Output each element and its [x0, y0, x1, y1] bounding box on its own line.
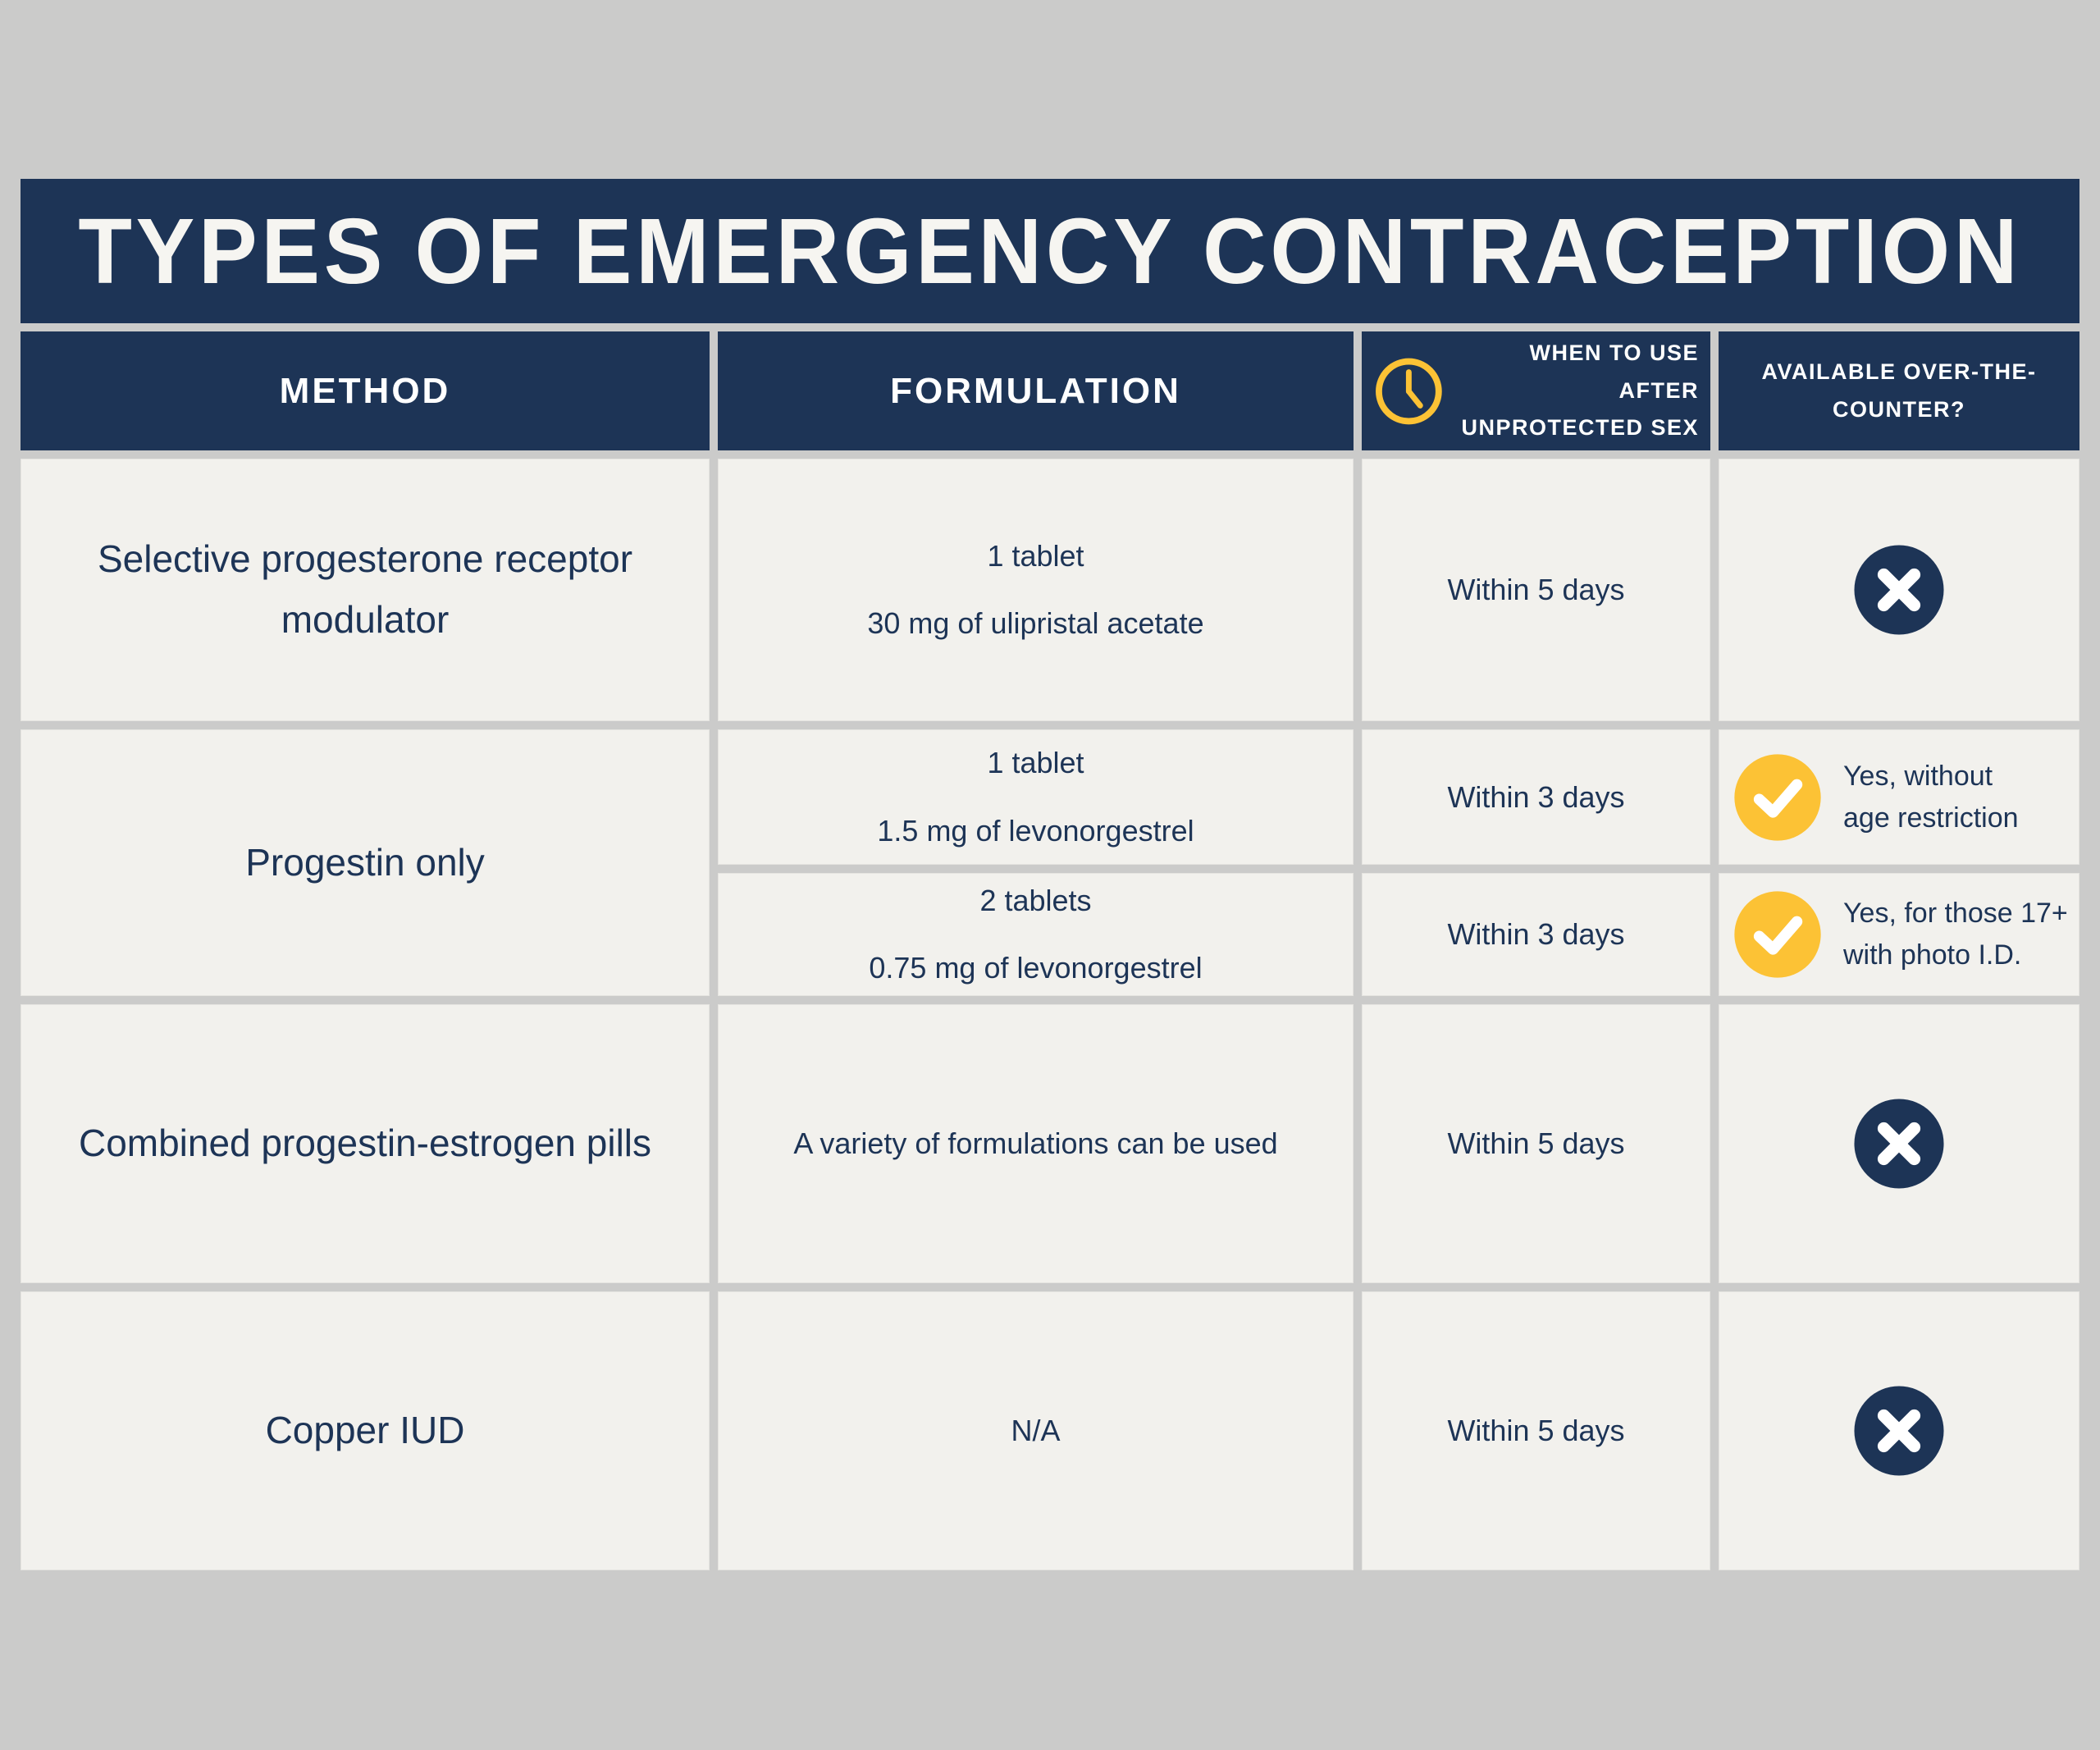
otc-yes-label: Yes, for those 17+ with photo I.D. [1843, 893, 2068, 976]
column-header-method: METHOD [21, 331, 710, 450]
column-header-otc-label: AVAILABLE OVER-THE- COUNTER? [1762, 354, 2037, 429]
method-label: Progestin only [245, 840, 485, 884]
when-cell-copper-iud: Within 5 days [1362, 1291, 1710, 1570]
check-circle-icon [1734, 753, 1821, 841]
method-cell-copper-iud: Copper IUD [21, 1291, 710, 1570]
when-cell-progestin-option2: Within 3 days [1362, 873, 1710, 996]
ec-table: TYPES OF EMERGENCY CONTRACEPTION METHOD … [21, 179, 2079, 1570]
formulation-line1: 1 tablet [987, 746, 1084, 780]
otc-cell-progestin-option1: Yes, without age restriction [1719, 729, 2079, 865]
method-label: Copper IUD [265, 1409, 465, 1452]
x-circle-icon [1854, 1386, 1944, 1476]
when-value: Within 5 days [1447, 573, 1625, 606]
otc-label-line2: COUNTER? [1833, 396, 1965, 422]
when-label-line2: UNPROTECTED SEX [1461, 415, 1699, 441]
formulation-cell-progestin-option2: 2 tablets 0.75 mg of levonorgestrel [718, 873, 1354, 996]
column-header-formulation-label: FORMULATION [890, 370, 1181, 411]
formulation-line1: 2 tablets [979, 883, 1092, 917]
table-grid: METHOD FORMULATION WHEN TO USE AFTER UNP… [21, 331, 2079, 1570]
formulation-cell-combined-pills: A variety of formulations can be used [718, 1004, 1354, 1283]
otc-yes-line1: Yes, without [1843, 760, 1993, 792]
when-value: Within 3 days [1447, 917, 1625, 951]
column-header-otc: AVAILABLE OVER-THE- COUNTER? [1719, 331, 2079, 450]
otc-yes-line2: with photo I.D. [1843, 939, 2022, 971]
x-circle-icon [1854, 545, 1944, 635]
method-label: Selective progesterone receptor modulato… [97, 537, 633, 641]
formulation-line2: 1.5 mg of levonorgestrel [877, 813, 1194, 848]
method-label: Combined progestin-estrogen pills [78, 1122, 652, 1165]
otc-yes-line2: age restriction [1843, 802, 2019, 834]
otc-cell-copper-iud [1719, 1291, 2079, 1570]
when-cell-spr-modulator: Within 5 days [1362, 459, 1710, 721]
method-cell-progestin-only: Progestin only [21, 729, 710, 996]
otc-cell-spr-modulator [1719, 459, 2079, 721]
formulation-line1: A variety of formulations can be used [793, 1126, 1278, 1160]
formulation-cell-progestin-option1: 1 tablet 1.5 mg of levonorgestrel [718, 729, 1354, 865]
column-header-when: WHEN TO USE AFTER UNPROTECTED SEX [1362, 331, 1710, 450]
formulation-line1: N/A [1011, 1413, 1061, 1447]
method-cell-spr-modulator: Selective progesterone receptor modulato… [21, 459, 710, 721]
title-band: TYPES OF EMERGENCY CONTRACEPTION [21, 179, 2079, 323]
formulation-cell-copper-iud: N/A [718, 1291, 1354, 1570]
column-header-method-label: METHOD [279, 370, 451, 411]
otc-yes-label: Yes, without age restriction [1843, 756, 2019, 839]
when-cell-progestin-option1: Within 3 days [1362, 729, 1710, 865]
x-circle-icon [1854, 1099, 1944, 1189]
when-cell-combined-pills: Within 5 days [1362, 1004, 1710, 1283]
formulation-cell-spr-modulator: 1 tablet 30 mg of ulipristal acetate [718, 459, 1354, 721]
formulation-line2: 30 mg of ulipristal acetate [867, 606, 1204, 640]
check-circle-icon [1734, 891, 1821, 978]
column-header-when-label: WHEN TO USE AFTER UNPROTECTED SEX [1458, 335, 1699, 448]
otc-cell-progestin-option2: Yes, for those 17+ with photo I.D. [1719, 873, 2079, 996]
formulation-line1: 1 tablet [987, 538, 1084, 573]
otc-yes-line1: Yes, for those 17+ [1843, 898, 2068, 929]
column-header-formulation: FORMULATION [718, 331, 1354, 450]
when-value: Within 5 days [1447, 1126, 1625, 1160]
formulation-line2: 0.75 mg of levonorgestrel [869, 951, 1203, 985]
otc-label-line1: AVAILABLE OVER-THE- [1761, 359, 2037, 384]
when-value: Within 5 days [1447, 1414, 1625, 1447]
when-label-line1: WHEN TO USE AFTER [1529, 340, 1699, 403]
clock-icon [1376, 358, 1442, 424]
page-title: TYPES OF EMERGENCY CONTRACEPTION [78, 199, 2022, 303]
method-cell-combined-pills: Combined progestin-estrogen pills [21, 1004, 710, 1283]
otc-cell-combined-pills [1719, 1004, 2079, 1283]
when-value: Within 3 days [1447, 779, 1625, 814]
